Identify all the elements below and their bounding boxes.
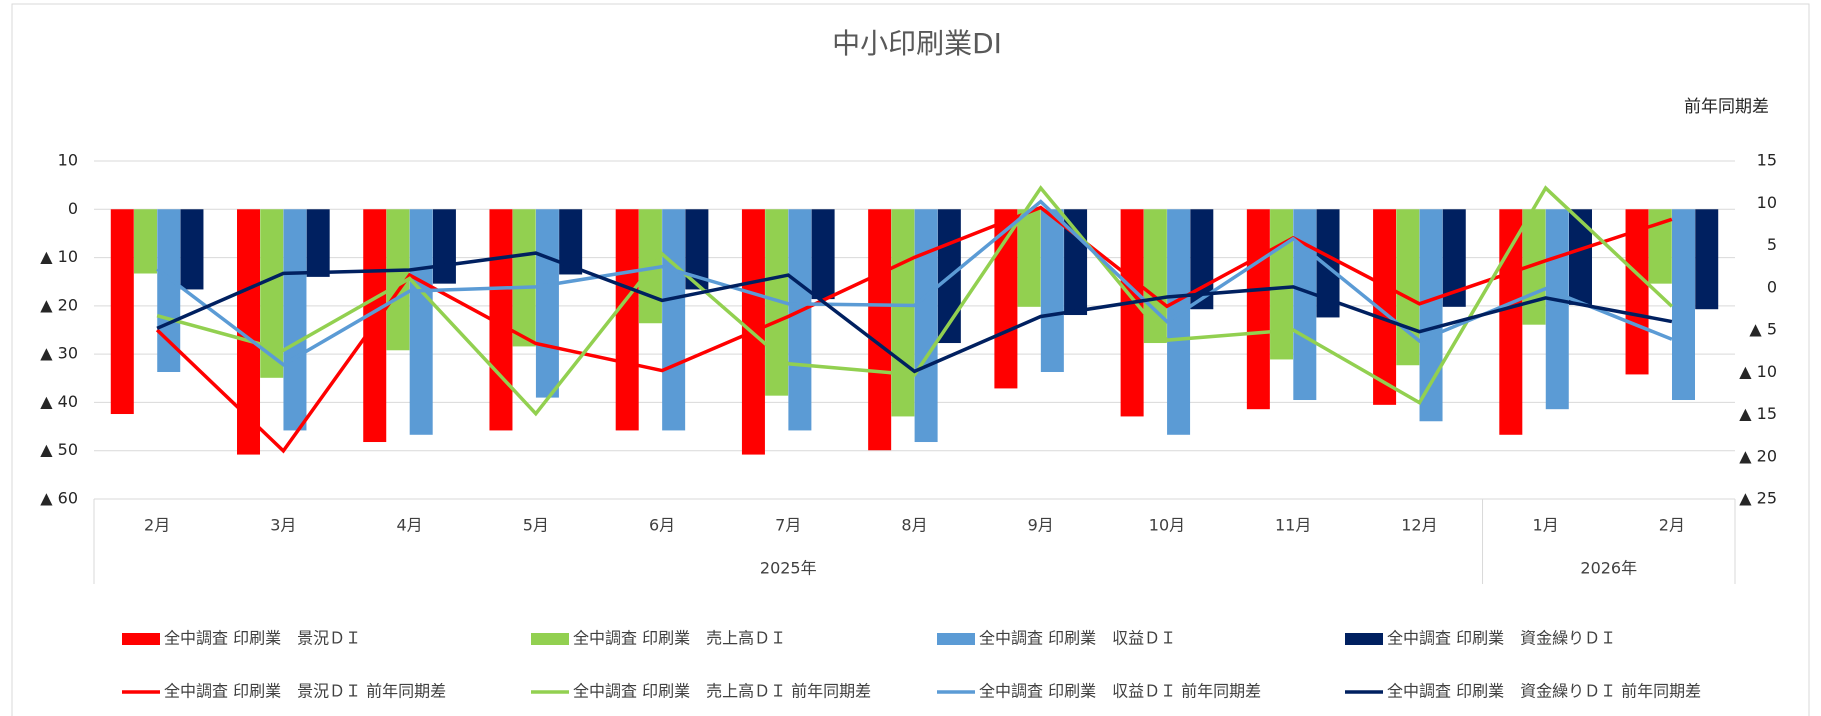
bar	[1040, 209, 1064, 373]
y2-tick-label: 0	[1767, 277, 1777, 296]
x-tick-label: 1月	[1533, 516, 1559, 535]
y-tick-label: 0	[68, 199, 78, 218]
y-tick-label: ▲ 50	[40, 440, 78, 459]
bar	[559, 209, 583, 275]
bar	[615, 209, 639, 431]
x-tick-label: 10月	[1149, 516, 1185, 535]
y-tick-label: ▲ 40	[40, 392, 78, 411]
bar	[260, 209, 284, 378]
y2-tick-label: ▲ 25	[1739, 489, 1777, 508]
y2-tick-label: 15	[1757, 151, 1777, 170]
y2-tick-label: 10	[1757, 193, 1777, 212]
bar	[1419, 209, 1443, 422]
chart-title: 中小印刷業DI	[832, 27, 1002, 60]
bar	[1316, 209, 1340, 318]
bar	[1499, 209, 1523, 435]
bar	[662, 209, 686, 431]
bar	[180, 209, 204, 290]
bar	[994, 209, 1018, 389]
legend-label: 全中調査 印刷業 景況ＤＩ 前年同期差	[164, 682, 446, 701]
x-tick-label: 12月	[1401, 516, 1437, 535]
x-tick-label: 8月	[901, 516, 927, 535]
y-tick-label: ▲ 10	[40, 247, 78, 266]
bar	[1671, 209, 1695, 401]
legend-label: 全中調査 印刷業 景況ＤＩ	[164, 629, 361, 648]
legend-swatch	[531, 633, 569, 645]
bar	[512, 209, 536, 347]
bar	[306, 209, 330, 277]
legend-swatch	[122, 633, 160, 645]
bar	[891, 209, 915, 417]
bar	[1143, 209, 1167, 344]
y2-tick-label: ▲ 20	[1739, 446, 1777, 465]
y2-tick-label: 5	[1767, 235, 1777, 254]
x-tick-label: 9月	[1028, 516, 1054, 535]
legend-label: 全中調査 印刷業 資金繰りＤＩ 前年同期差	[1387, 682, 1701, 701]
bar	[1373, 209, 1397, 405]
line	[155, 205, 1673, 454]
chart-border	[11, 3, 1810, 716]
bar	[157, 209, 181, 373]
group-label: 2026年	[1580, 559, 1637, 578]
x-tick-label: 6月	[649, 516, 675, 535]
x-tick-label: 3月	[270, 516, 296, 535]
legend-swatch	[1345, 633, 1383, 645]
bar	[134, 209, 158, 274]
bar	[811, 209, 835, 300]
x-tick-label: 2月	[144, 516, 170, 535]
y2-tick-label: ▲ 15	[1739, 404, 1777, 423]
legend-label: 全中調査 印刷業 収益ＤＩ	[979, 629, 1176, 648]
y-tick-label: ▲ 20	[40, 295, 78, 314]
line	[156, 185, 1674, 417]
bar	[1167, 209, 1191, 435]
bar	[1625, 209, 1649, 375]
bar	[788, 209, 812, 431]
bar	[1246, 209, 1270, 410]
bar	[1396, 209, 1420, 366]
line	[156, 199, 1673, 367]
bar	[914, 209, 938, 443]
x-tick-label: 2月	[1659, 516, 1685, 535]
bar	[1017, 209, 1041, 307]
x-tick-label: 4月	[396, 516, 422, 535]
bar	[1293, 209, 1317, 401]
bar	[237, 209, 261, 455]
bar	[1695, 209, 1719, 310]
bar	[1568, 209, 1592, 305]
y-tick-label: 10	[58, 151, 78, 170]
x-tick-label: 5月	[523, 516, 549, 535]
y-tick-label: ▲ 30	[40, 344, 78, 363]
bar	[489, 209, 513, 431]
legend-swatch	[937, 633, 975, 645]
bar	[535, 209, 559, 398]
group-label: 2025年	[760, 559, 817, 578]
bar	[868, 209, 892, 451]
y2-axis-title: 前年同期差	[1684, 97, 1769, 117]
bar	[1648, 209, 1672, 284]
bar	[1545, 209, 1569, 410]
y-tick-label: ▲ 60	[40, 489, 78, 508]
legend-label: 全中調査 印刷業 資金繰りＤＩ	[1387, 629, 1616, 648]
y2-tick-label: ▲ 10	[1739, 362, 1777, 381]
legend-label: 全中調査 印刷業 売上高ＤＩ 前年同期差	[573, 682, 871, 701]
bar	[432, 209, 456, 284]
bar	[283, 209, 307, 431]
bar	[685, 209, 709, 290]
x-tick-label: 7月	[775, 516, 801, 535]
legend-label: 全中調査 印刷業 売上高ＤＩ	[573, 629, 786, 648]
bar	[409, 209, 433, 435]
y2-tick-label: ▲ 5	[1749, 320, 1777, 339]
bar	[1270, 209, 1294, 360]
bar	[1120, 209, 1144, 417]
bar	[110, 209, 134, 415]
legend-label: 全中調査 印刷業 収益ＤＩ 前年同期差	[979, 682, 1261, 701]
bar	[386, 209, 410, 351]
x-tick-label: 11月	[1275, 516, 1311, 535]
bar	[1442, 209, 1466, 307]
line	[156, 251, 1673, 374]
